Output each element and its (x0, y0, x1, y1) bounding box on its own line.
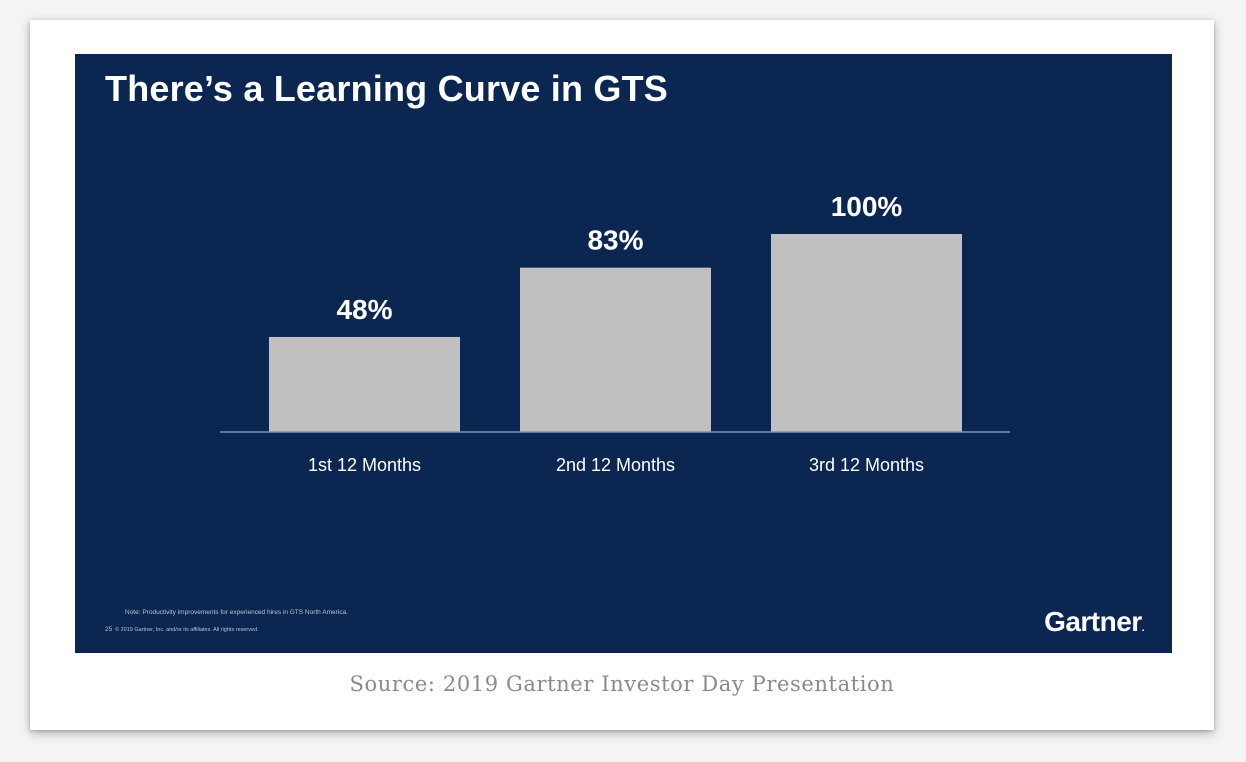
category-label-3: 3rd 12 Months (809, 455, 924, 475)
page-number: 25 (105, 626, 113, 633)
source-caption: Source: 2019 Gartner Investor Day Presen… (349, 672, 895, 696)
data-label-3: 100% (831, 191, 903, 222)
logo-text: Gartner (1044, 606, 1142, 637)
bar-3 (771, 234, 962, 432)
logo-mark: . (1141, 623, 1145, 634)
bar-1 (269, 336, 460, 432)
gartner-logo: Gartner. (1044, 606, 1145, 638)
copyright-text: © 2019 Gartner, Inc. and/or its affiliat… (115, 627, 259, 633)
screenshot-card: There’s a Learning Curve in GTS 48% 1st 1… (30, 20, 1214, 730)
slide-note: Note: Productivity improvements for expe… (125, 609, 348, 616)
bar-chart: 48% 1st 12 Months 83% 2nd 12 Months 100% 3rd … (220, 191, 1010, 475)
slide-title: There’s a Learning Curve in GTS (105, 68, 669, 109)
data-label-1: 48% (336, 294, 392, 325)
bars-layer: 48% 1st 12 Months 83% 2nd 12 Months 100% 3rd … (269, 191, 962, 475)
data-label-2: 83% (587, 225, 643, 256)
presentation-slide: There’s a Learning Curve in GTS 48% 1st 1… (75, 54, 1172, 653)
category-label-1: 1st 12 Months (308, 455, 421, 475)
category-label-2: 2nd 12 Months (556, 455, 675, 475)
bar-2 (520, 267, 711, 432)
